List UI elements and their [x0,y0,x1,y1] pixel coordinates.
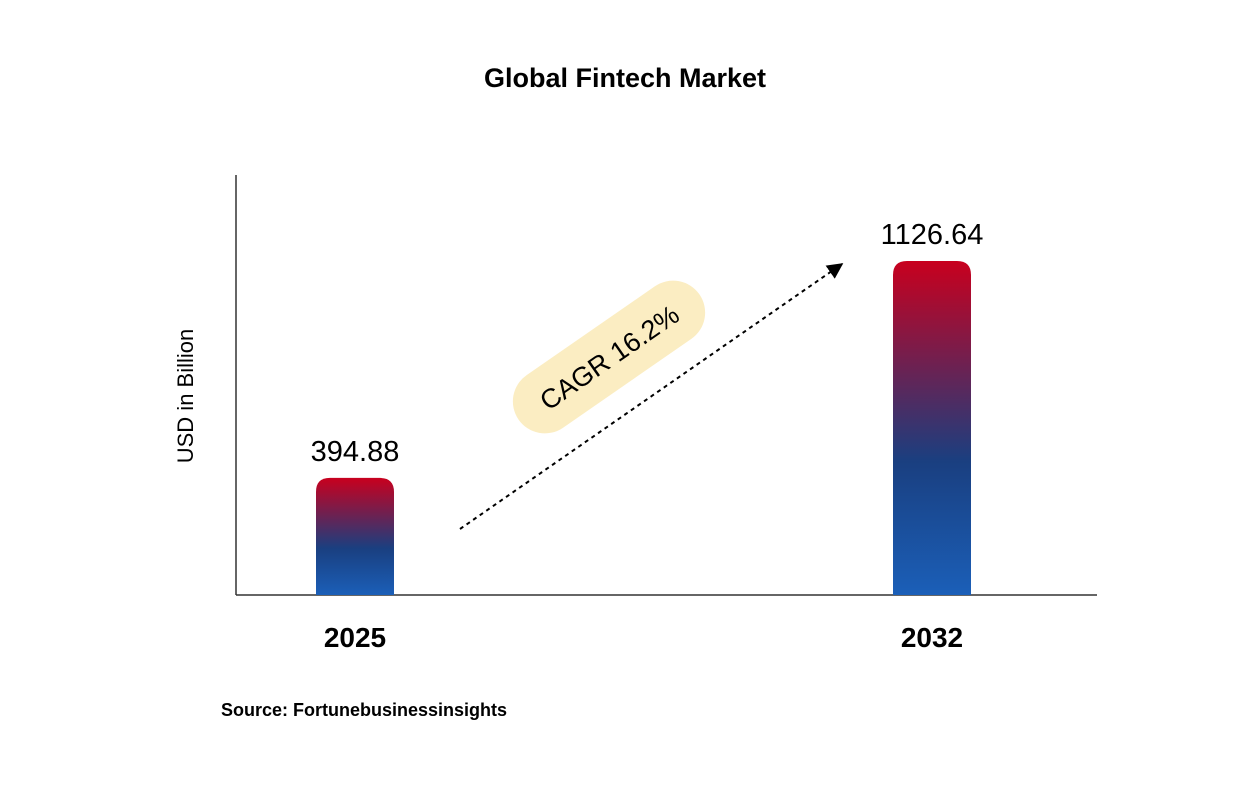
value-label-2032: 1126.64 [881,219,984,251]
category-label-2025: 2025 [324,622,386,653]
y-axis-label: USD in Billion [173,329,198,464]
chart-title: Global Fintech Market [484,63,766,93]
bar-2032 [893,261,971,595]
source-note: Source: Fortunebusinessinsights [221,700,508,720]
value-label-2025: 394.88 [311,436,400,468]
value-labels-group: 394.88 1126.64 [311,219,984,468]
category-labels-group: 2025 2032 [324,622,963,653]
cagr-badge-background [512,280,706,434]
cagr-arrow [459,263,844,530]
category-label-2032: 2032 [901,622,963,653]
bar-2025 [316,477,394,595]
cagr-badge: CAGR 16.2% [512,280,706,434]
bars-group [316,261,971,595]
